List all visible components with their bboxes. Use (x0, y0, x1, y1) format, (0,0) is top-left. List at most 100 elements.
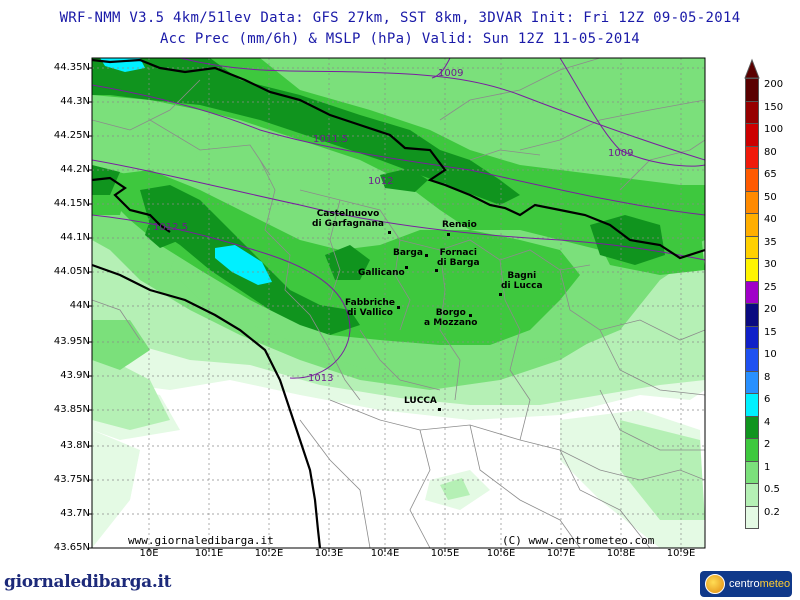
lon-label: 10.3E (314, 548, 344, 559)
municipal-boundaries (92, 58, 705, 548)
colorbar-swatch (745, 325, 759, 349)
colorbar-swatch (745, 303, 759, 327)
place-dot (438, 408, 441, 411)
colorbar-swatch (745, 235, 759, 259)
credit-left: www.giornaledibarga.it (128, 534, 274, 547)
chart-subtitle: Acc Prec (mm/6h) & MSLP (hPa) Valid: Sun… (159, 31, 641, 47)
place-dot (469, 314, 472, 317)
colorbar-label: 35 (764, 236, 777, 248)
colorbar-label: 2 (764, 439, 771, 450)
lat-label: 44.15N (53, 198, 90, 209)
colorbar-label: 15 (764, 326, 777, 338)
isobar-label: 1012.5 (153, 222, 188, 233)
centrometeo-logo: centrometeo (700, 571, 792, 597)
lon-label: 10.5E (430, 548, 460, 559)
place-barga: Barga (393, 248, 423, 258)
lat-label: 43.85N (53, 404, 90, 415)
lon-label: 10.9E (666, 548, 696, 559)
lon-label: 10.2E (254, 548, 284, 559)
giornaledibarga-logo: giornaledibarga.it (4, 572, 172, 592)
place-dot (388, 231, 391, 234)
colorbar-label: 4 (764, 416, 771, 428)
place-dot (499, 293, 502, 296)
place-gallicano: Gallicano (358, 268, 405, 278)
place-dot (435, 269, 438, 272)
chart-title: WRF-NMM V3.5 4km/51lev Data: GFS 27km, S… (59, 10, 741, 26)
lat-label: 43.9N (60, 370, 90, 381)
colorbar-swatch (745, 280, 759, 304)
colorbar-swatch (745, 100, 759, 124)
colorbar-label: 10 (764, 349, 777, 360)
colorbar-label: 50 (764, 191, 777, 203)
colorbar-swatch (745, 348, 759, 372)
borders (92, 58, 705, 548)
colorbar-label: 100 (764, 124, 784, 135)
colorbar-label: 30 (764, 259, 777, 270)
lat-label: 43.95N (53, 336, 90, 347)
place-borgo-a-mozzano: Borgo a Mozzano (424, 308, 478, 328)
colorbar-swatch (745, 123, 759, 147)
colorbar-label: 8 (764, 371, 771, 383)
colorbar-swatch (745, 505, 759, 529)
isobar-label: 1009 (608, 148, 634, 159)
colorbar-swatch (745, 370, 759, 394)
place-bagni-di-lucca: Bagni di Lucca (501, 271, 543, 291)
lon-label: 10.6E (486, 548, 516, 559)
lon-label: 10.7E (546, 548, 576, 559)
place-dot (425, 254, 428, 257)
colorbar-label: 20 (764, 304, 777, 315)
colorbar-swatch (745, 168, 759, 192)
colorbar-arrow (744, 58, 760, 79)
colorbar-label: 150 (764, 101, 784, 113)
place-castelnuovo: Castelnuovo di Garfagnana (312, 209, 384, 229)
colorbar-swatch (745, 78, 759, 102)
place-dot (397, 306, 400, 309)
lat-label: 43.65N (53, 542, 90, 553)
isobar-label: 1011.5 (313, 134, 348, 145)
colorbar-swatch (745, 258, 759, 282)
colorbar-label: 0.5 (764, 484, 780, 495)
isobar-label: 1013 (308, 373, 334, 384)
lon-label: 10.4E (370, 548, 400, 559)
lat-label: 44.05N (53, 266, 90, 277)
lat-label: 44N (69, 300, 90, 311)
place-fornaci: Fornaci di Barga (437, 248, 480, 268)
lon-label: 10.1E (194, 548, 224, 559)
colorbar-label: 1 (764, 461, 771, 473)
colorbar-label: 25 (764, 281, 777, 293)
place-fabbriche: Fabbriche di Vallico (345, 298, 395, 318)
place-dot (405, 266, 408, 269)
colorbar-label: 65 (764, 169, 777, 180)
lat-label: 43.8N (60, 440, 90, 451)
colorbar-label: 0.2 (764, 506, 780, 518)
lat-label: 43.7N (60, 508, 90, 519)
lat-label: 44.35N (53, 62, 90, 73)
colorbar-label: 40 (764, 214, 777, 225)
colorbar-swatch (745, 483, 759, 507)
lat-label: 44.1N (60, 232, 90, 243)
colorbar-swatch (745, 145, 759, 169)
map-frame (91, 57, 706, 549)
colorbar-label: 200 (764, 79, 784, 90)
colorbar-swatch (745, 190, 759, 214)
lat-label: 43.75N (53, 474, 90, 485)
lat-label: 44.25N (53, 130, 90, 141)
colorbar-label: 6 (764, 394, 771, 405)
colorbar-label: 80 (764, 146, 777, 158)
lon-label: 10.8E (606, 548, 636, 559)
isobar-label: 1009 (438, 68, 464, 79)
credit-right: (C) www.centrometeo.com (502, 534, 655, 547)
colorbar-swatch (745, 393, 759, 417)
globe-icon (705, 574, 725, 594)
place-lucca: LUCCA (404, 396, 437, 406)
lon-label: 10E (139, 548, 159, 559)
place-renaio: Renaio (442, 220, 477, 230)
lat-label: 44.3N (60, 96, 90, 107)
colorbar-swatch (745, 460, 759, 484)
isobar-label: 1012 (368, 176, 394, 187)
lat-label: 44.2N (60, 164, 90, 175)
colorbar-swatch (745, 415, 759, 439)
graticule (92, 58, 705, 548)
colorbar-swatch (745, 213, 759, 237)
